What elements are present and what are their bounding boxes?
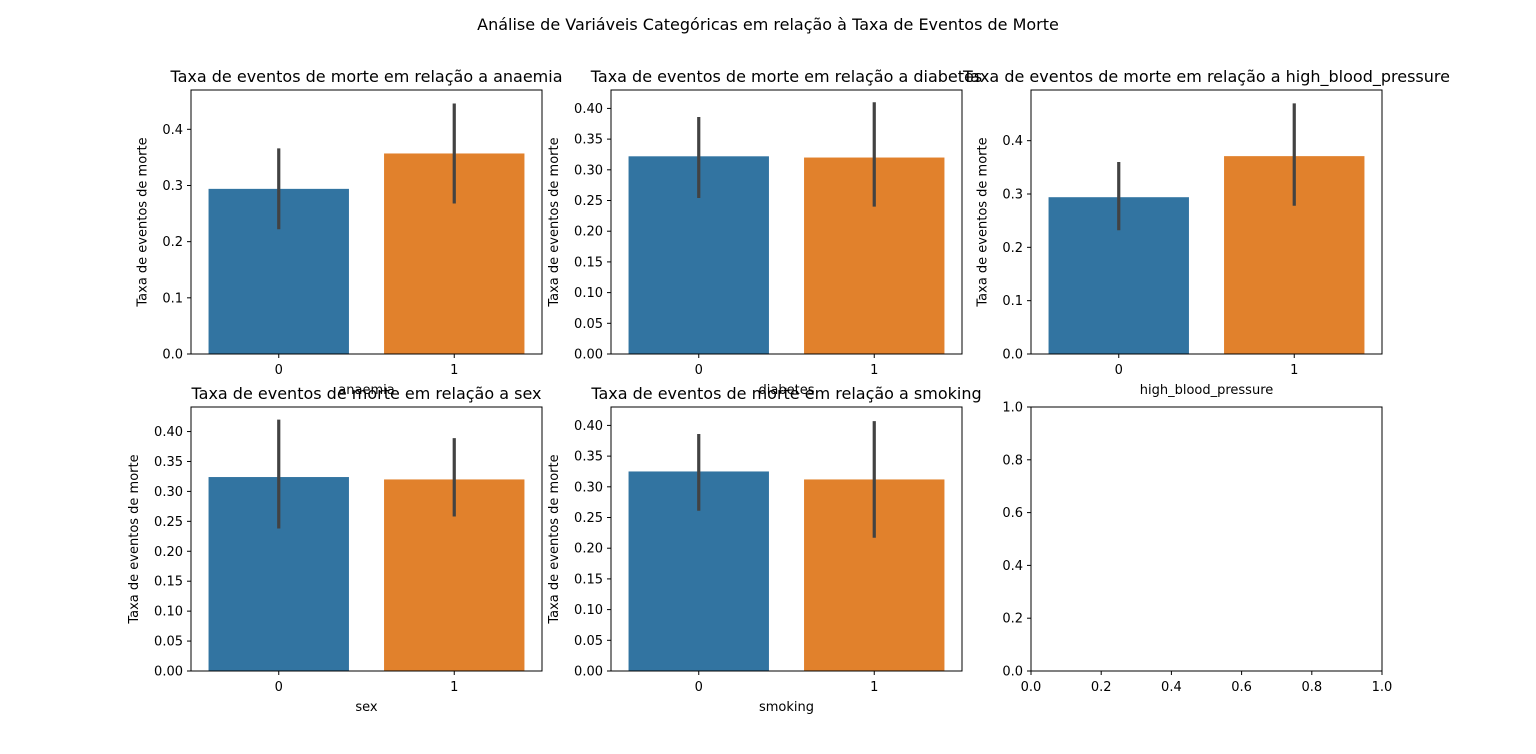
y-tick-label: 0.15	[574, 255, 603, 270]
y-tick-label: 0.35	[154, 455, 183, 470]
y-tick-label: 0.40	[574, 102, 603, 117]
y-tick-label: 0.6	[1002, 506, 1023, 521]
axes-frame	[610, 406, 963, 672]
y-tick-label: 0.4	[162, 123, 183, 138]
subplot-1: 0 1 0.0 0.1 0.2 0.3 0.4 Taxa de eventos de mort…	[135, 67, 562, 398]
axes-frame	[190, 406, 543, 672]
y-tick-label: 0.10	[154, 605, 183, 620]
axes-frame	[190, 89, 543, 355]
x-tick-label: 0.6	[1231, 680, 1252, 695]
y-tick-label: 0.25	[574, 511, 603, 526]
subplot-grid: 0 1 0.0 0.1 0.2 0.3 0.4 Taxa de eventos de mort…	[127, 67, 1450, 715]
x-axis-label: diabetes	[759, 383, 815, 398]
y-tick-label: 0.2	[1002, 241, 1023, 256]
y-axis-label: Taxa de eventos de morte	[127, 454, 142, 624]
y-tick-label: 0.3	[1002, 188, 1023, 203]
y-tick-label: 0.4	[1002, 134, 1023, 149]
subplot-title: Taxa de eventos de morte em relação a an…	[169, 67, 562, 86]
x-tick-label: 1	[870, 363, 878, 378]
y-tick-label: 0.00	[574, 665, 603, 680]
y-tick-label: 0.0	[1002, 665, 1023, 680]
x-axis-label: high_blood_pressure	[1140, 383, 1274, 398]
y-tick-label: 0.35	[574, 450, 603, 465]
y-tick-label: 0.30	[154, 485, 183, 500]
y-tick-label: 0.0	[1002, 348, 1023, 363]
y-tick-label: 0.20	[154, 545, 183, 560]
y-tick-label: 0.00	[154, 665, 183, 680]
x-tick-label: 0.2	[1091, 680, 1112, 695]
y-axis-label: Taxa de eventos de morte	[975, 137, 990, 307]
y-tick-label: 0.25	[574, 194, 603, 209]
y-tick-label: 0.1	[162, 291, 183, 306]
subplot-title: Taxa de eventos de morte em relação a sm…	[590, 384, 981, 403]
x-axis-label: sex	[355, 700, 378, 715]
axes-frame	[1030, 89, 1383, 355]
y-tick-label: 0.00	[574, 348, 603, 363]
y-tick-label: 0.15	[574, 572, 603, 587]
axes-frame	[1030, 406, 1383, 672]
y-tick-label: 0.15	[154, 575, 183, 590]
y-tick-label: 0.0	[162, 348, 183, 363]
y-tick-label: 0.35	[574, 133, 603, 148]
axes-frame	[610, 89, 963, 355]
x-tick-label: 0	[695, 680, 703, 695]
subplot-6: 0.0 0.2 0.4 0.6 0.8 1.0 0.0 0.2 0.4 0.6 0.8 1.0	[1002, 401, 1392, 696]
x-tick-label: 0.8	[1301, 680, 1322, 695]
y-tick-label: 0.10	[574, 286, 603, 301]
y-tick-label: 0.2	[162, 235, 183, 250]
y-tick-label: 0.10	[574, 603, 603, 618]
y-tick-label: 0.30	[574, 480, 603, 495]
y-axis-label: Taxa de eventos de morte	[135, 137, 150, 307]
y-tick-label: 0.40	[154, 425, 183, 440]
x-tick-label: 0	[695, 363, 703, 378]
y-tick-label: 1.0	[1002, 401, 1023, 416]
x-tick-label: 1.0	[1372, 680, 1393, 695]
x-tick-label: 1	[450, 680, 458, 695]
x-tick-label: 1	[870, 680, 878, 695]
y-tick-label: 0.1	[1002, 294, 1023, 309]
x-tick-label: 0.0	[1021, 680, 1042, 695]
y-tick-label: 0.25	[154, 515, 183, 530]
subplot-3: 0 1 0.0 0.1 0.2 0.3 0.4 Taxa de eventos de mort…	[962, 67, 1450, 398]
y-tick-label: 0.30	[574, 163, 603, 178]
y-tick-label: 0.20	[574, 542, 603, 557]
subplot-title: Taxa de eventos de morte em relação a di…	[590, 67, 982, 86]
y-tick-label: 0.40	[574, 419, 603, 434]
y-axis-label: Taxa de eventos de morte	[547, 454, 562, 624]
y-tick-label: 0.20	[574, 225, 603, 240]
y-tick-label: 0.05	[154, 635, 183, 650]
x-tick-label: 0.4	[1161, 680, 1182, 695]
y-axis-label: Taxa de eventos de morte	[547, 137, 562, 307]
subplot-5: 0 1 0.00 0.05 0.10 0.15 0.20 0.25 0.30 0.35 0.40 Ta…	[547, 384, 981, 715]
subplot-2: 0 1 0.00 0.05 0.10 0.15 0.20 0.25 0.30 0.35 0.40 Ta…	[547, 67, 982, 398]
y-tick-label: 0.05	[574, 634, 603, 649]
x-tick-label: 0	[275, 680, 283, 695]
x-tick-label: 0	[1115, 363, 1123, 378]
x-tick-label: 1	[1290, 363, 1298, 378]
x-axis-label: anaemia	[338, 383, 394, 398]
y-tick-label: 0.2	[1002, 612, 1023, 627]
subplot-4: 0 1 0.00 0.05 0.10 0.15 0.20 0.25 0.30 0.35 0.40 Ta…	[127, 384, 543, 715]
figure-suptitle: Análise de Variáveis Categóricas em rela…	[477, 15, 1059, 34]
y-tick-label: 0.4	[1002, 559, 1023, 574]
y-tick-label: 0.3	[162, 179, 183, 194]
x-tick-label: 0	[275, 363, 283, 378]
y-tick-label: 0.05	[574, 317, 603, 332]
subplot-title: Taxa de eventos de morte em relação a hi…	[962, 67, 1450, 87]
subplot-title: Taxa de eventos de morte em relação a se…	[191, 384, 542, 403]
y-tick-label: 0.8	[1002, 453, 1023, 468]
x-tick-label: 1	[450, 363, 458, 378]
x-axis-label: smoking	[759, 700, 814, 715]
